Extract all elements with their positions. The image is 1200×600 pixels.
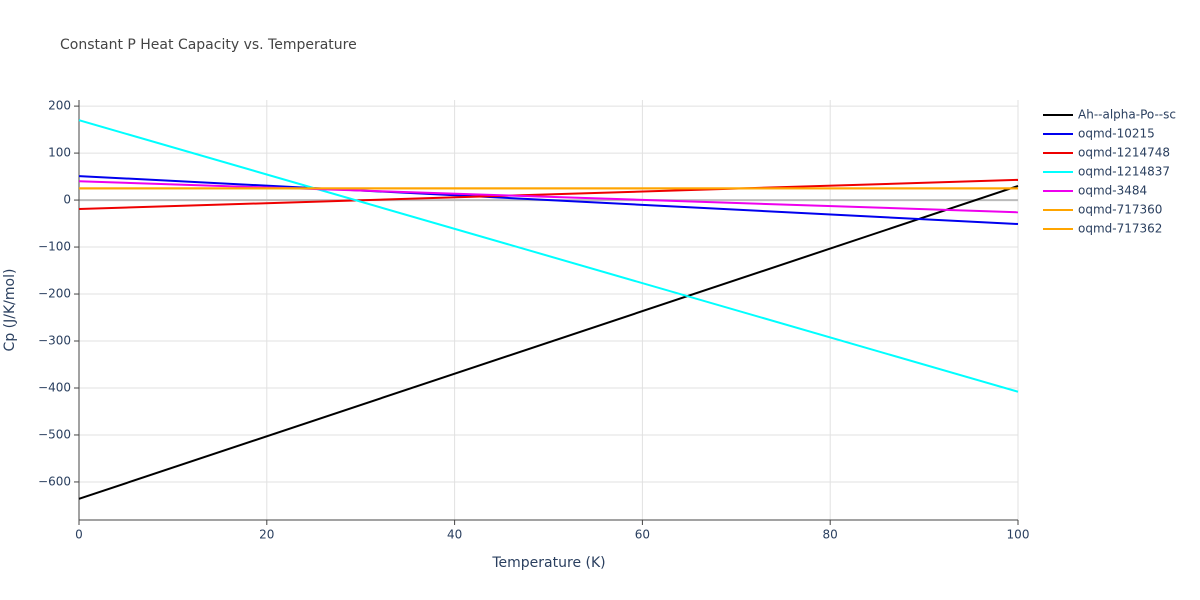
y-tick-label: −200: [38, 287, 71, 301]
legend-label: oqmd-717360: [1078, 203, 1162, 217]
series-line: [78, 180, 1019, 214]
series-line: [78, 178, 1019, 210]
legend-label: oqmd-1214748: [1078, 146, 1170, 160]
series-line: [78, 175, 1019, 226]
y-axis-title: Cp (J/K/mol): [2, 269, 18, 352]
series-line: [78, 185, 1019, 500]
x-tick-label: 20: [259, 528, 274, 542]
y-tick-label: 0: [63, 193, 71, 207]
y-tick-label: 200: [48, 99, 71, 113]
y-tick-label: −500: [38, 427, 71, 441]
x-tick-label: 100: [1007, 528, 1030, 542]
x-tick-label: 80: [823, 528, 838, 542]
y-tick-label: −400: [38, 380, 71, 394]
chart-title: Constant P Heat Capacity vs. Temperature: [60, 37, 357, 53]
legend-label: Ah--alpha-Po--sc: [1078, 108, 1176, 122]
x-axis-title: Temperature (K): [491, 555, 605, 571]
x-tick-label: 40: [447, 528, 462, 542]
legend-label: oqmd-1214837: [1078, 165, 1170, 179]
y-tick-label: −600: [38, 474, 71, 488]
x-tick-label: 60: [635, 528, 650, 542]
y-tick-label: −300: [38, 334, 71, 348]
y-tick-label: −100: [38, 240, 71, 254]
y-tick-label: 100: [48, 146, 71, 160]
series-line: [78, 119, 1019, 393]
legend-label: oqmd-3484: [1078, 184, 1147, 198]
legend-label: oqmd-717362: [1078, 222, 1162, 236]
legend-label: oqmd-10215: [1078, 127, 1155, 141]
x-tick-label: 0: [75, 528, 83, 542]
